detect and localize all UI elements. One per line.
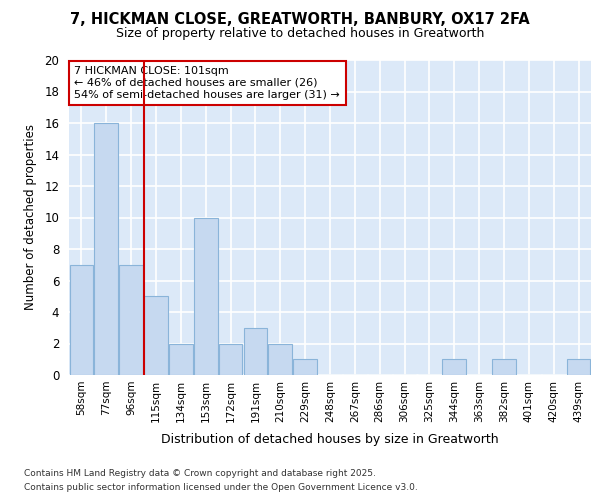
Text: 7 HICKMAN CLOSE: 101sqm
← 46% of detached houses are smaller (26)
54% of semi-de: 7 HICKMAN CLOSE: 101sqm ← 46% of detache… [74, 66, 340, 100]
Text: 7, HICKMAN CLOSE, GREATWORTH, BANBURY, OX17 2FA: 7, HICKMAN CLOSE, GREATWORTH, BANBURY, O… [70, 12, 530, 28]
Bar [194, 218, 218, 375]
Bar [144, 296, 168, 375]
Bar [70, 265, 93, 375]
X-axis label: Distribution of detached houses by size in Greatworth: Distribution of detached houses by size … [161, 433, 499, 446]
Bar [244, 328, 267, 375]
Bar [119, 265, 143, 375]
Text: Contains public sector information licensed under the Open Government Licence v3: Contains public sector information licen… [24, 484, 418, 492]
Bar [293, 359, 317, 375]
Text: Size of property relative to detached houses in Greatworth: Size of property relative to detached ho… [116, 28, 484, 40]
Bar [567, 359, 590, 375]
Bar [492, 359, 516, 375]
Text: Contains HM Land Registry data © Crown copyright and database right 2025.: Contains HM Land Registry data © Crown c… [24, 468, 376, 477]
Bar [219, 344, 242, 375]
Bar [94, 123, 118, 375]
Bar [169, 344, 193, 375]
Bar [442, 359, 466, 375]
Y-axis label: Number of detached properties: Number of detached properties [25, 124, 37, 310]
Bar [268, 344, 292, 375]
